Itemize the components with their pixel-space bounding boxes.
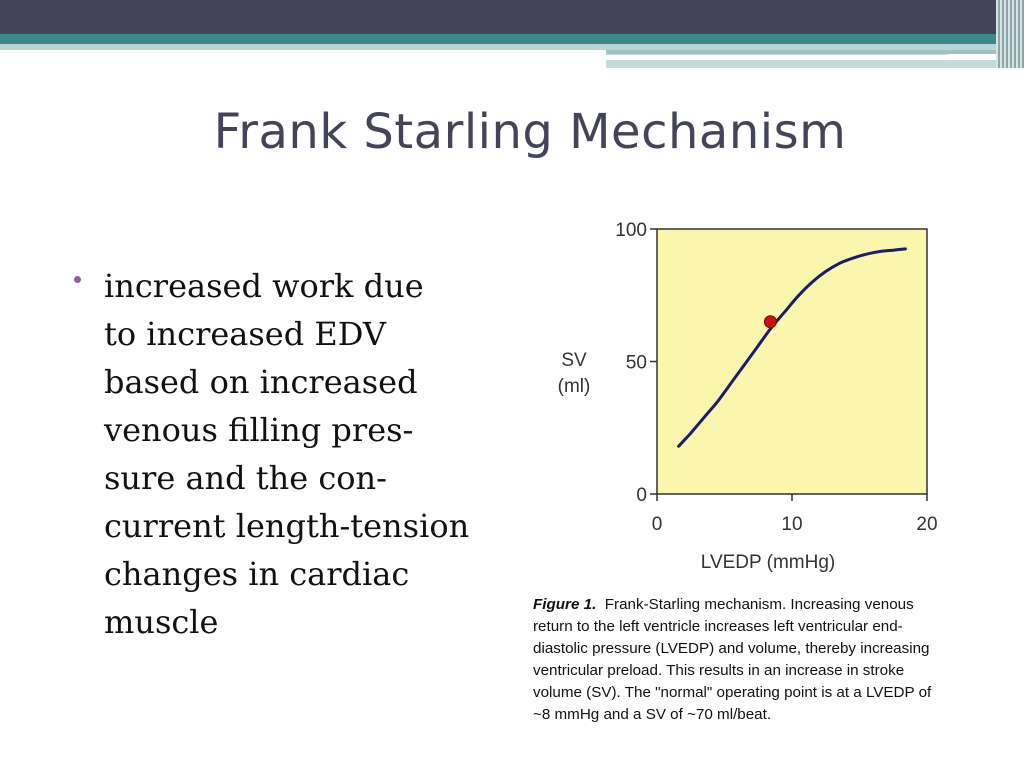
- caption-line: diastolic pressure (LVEDP) and volume, t…: [533, 640, 930, 657]
- bullet-line: increased work due: [104, 267, 424, 305]
- x-tick-label: 10: [781, 514, 802, 535]
- x-tick-label: 20: [916, 514, 937, 535]
- header-deco-line: [606, 60, 1024, 68]
- bullet-line: to increased EDV: [104, 315, 386, 353]
- bullet-list: increased work due to increased EDV base…: [74, 262, 514, 646]
- header-deco-line: [606, 50, 1024, 54]
- bullet-line: current length-tension: [104, 507, 470, 545]
- caption-line: ventricular preload. This results in an …: [533, 662, 905, 679]
- header-accent-bar-light: [0, 44, 1024, 50]
- frank-starling-chart: 0 50 100 0 10 20 SV (ml) LVEDP (mmHg): [558, 220, 938, 573]
- operating-point: [763, 315, 777, 329]
- x-tick-label: 0: [652, 514, 663, 535]
- bullet-line: based on increased: [104, 363, 418, 401]
- y-tick-label: 100: [615, 220, 647, 241]
- caption-line: volume (SV). The "normal" operating poin…: [533, 684, 932, 701]
- y-axis-label: SV: [561, 350, 587, 371]
- caption-text: Frank-Starling mechanism. Increasing ven…: [604, 596, 914, 613]
- y-axis-label: (ml): [558, 376, 591, 397]
- caption-line: ~8 mmHg and a SV of ~70 ml/beat.: [533, 706, 772, 723]
- series-line: [677, 247, 907, 448]
- header-bar: [0, 0, 1024, 34]
- bullet-item: increased work due to increased EDV base…: [74, 262, 514, 646]
- bullet-line: sure and the con-: [104, 459, 387, 497]
- bullet-line: changes in cardiac: [104, 555, 410, 593]
- y-tick-label: 50: [626, 353, 647, 374]
- header-accent-bar: [0, 34, 1024, 44]
- bullet-dot-icon: [74, 276, 81, 283]
- y-tick-label: 0: [636, 485, 647, 506]
- caption-line: Figure 1. Frank-Starling mechanism. Incr…: [533, 594, 1023, 616]
- header-deco-line: [606, 54, 948, 58]
- caption-label: Figure 1.: [533, 596, 597, 613]
- caption-line: return to the left ventricle increases l…: [533, 618, 903, 635]
- slide-title: Frank Starling Mechanism: [213, 104, 847, 160]
- header-deco-stripes: [996, 0, 1024, 68]
- plot-area: [656, 228, 928, 495]
- bullet-line: venous filling pres-: [104, 411, 414, 449]
- bullet-line: muscle: [104, 603, 219, 641]
- x-axis-label: LVEDP (mmHg): [701, 552, 835, 573]
- figure-caption: Figure 1. Frank-Starling mechanism. Incr…: [533, 594, 1023, 726]
